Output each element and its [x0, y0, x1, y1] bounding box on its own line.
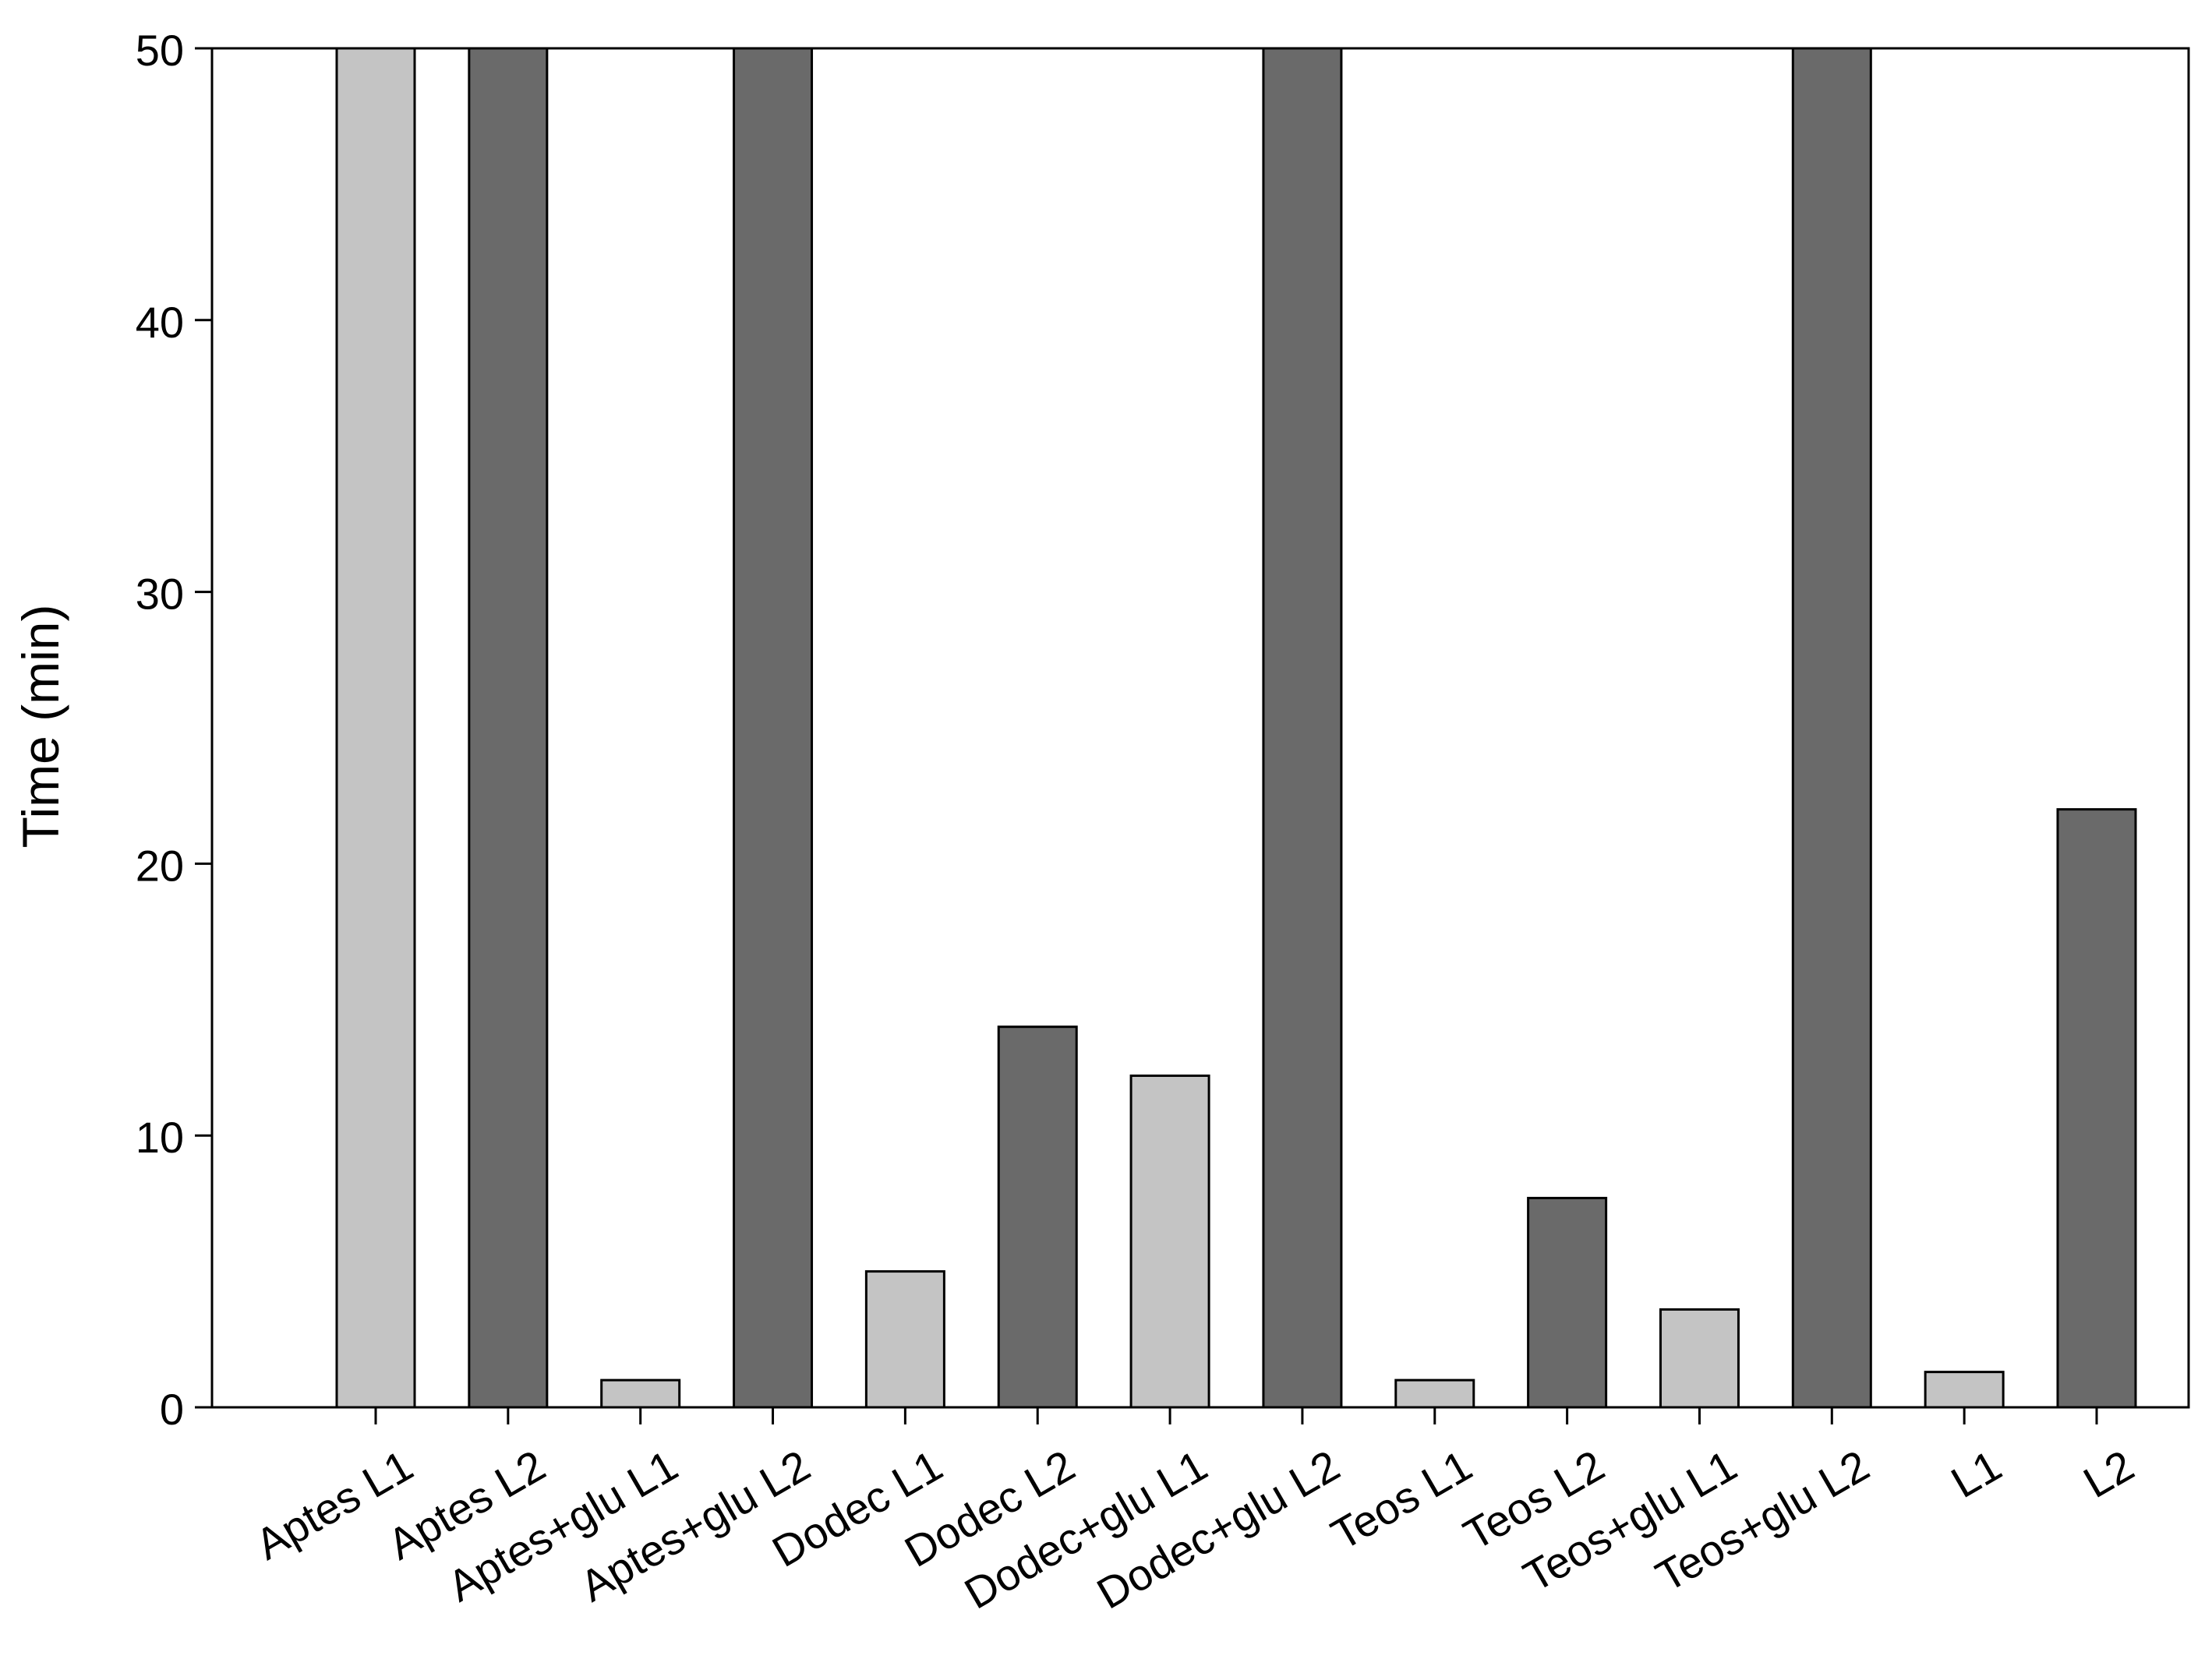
y-tick-label: 20	[136, 841, 184, 890]
y-tick-label: 40	[136, 298, 184, 347]
y-tick-label: 10	[136, 1113, 184, 1162]
bar-teos-glu-l1	[1659, 1308, 1740, 1409]
bar-l2	[2056, 808, 2137, 1409]
bar-dodec-glu-l1	[1129, 1074, 1210, 1409]
bar-dodec-glu-l2	[1262, 47, 1343, 1409]
x-tick-label: L2	[2076, 1440, 2142, 1507]
bar-dodec-l2	[997, 1025, 1078, 1409]
y-axis-label: Time (min)	[12, 605, 69, 849]
bar-aptes-l1	[335, 47, 416, 1409]
bar-teos-l1	[1394, 1378, 1475, 1409]
y-tick-label: 0	[160, 1385, 184, 1434]
bar-teos-glu-l2	[1791, 47, 1872, 1409]
bar-aptes-l2	[468, 47, 549, 1409]
x-tick-label: Teos L1	[1323, 1440, 1479, 1559]
bar-dodec-l1	[864, 1270, 945, 1409]
x-tick-label: L1	[1943, 1440, 2009, 1507]
y-tick-label: 30	[136, 570, 184, 619]
bar-l1	[1924, 1371, 2005, 1409]
bars	[335, 47, 2137, 1409]
bar-aptes-glu-l1	[600, 1378, 681, 1409]
y-axis-ticks: 0 10 20 30 40 50	[136, 26, 212, 1434]
y-tick-label: 50	[136, 26, 184, 75]
plot-area-frame	[210, 47, 2190, 1409]
bar-teos-l2	[1527, 1196, 1608, 1409]
bar-aptes-glu-l2	[733, 47, 814, 1409]
